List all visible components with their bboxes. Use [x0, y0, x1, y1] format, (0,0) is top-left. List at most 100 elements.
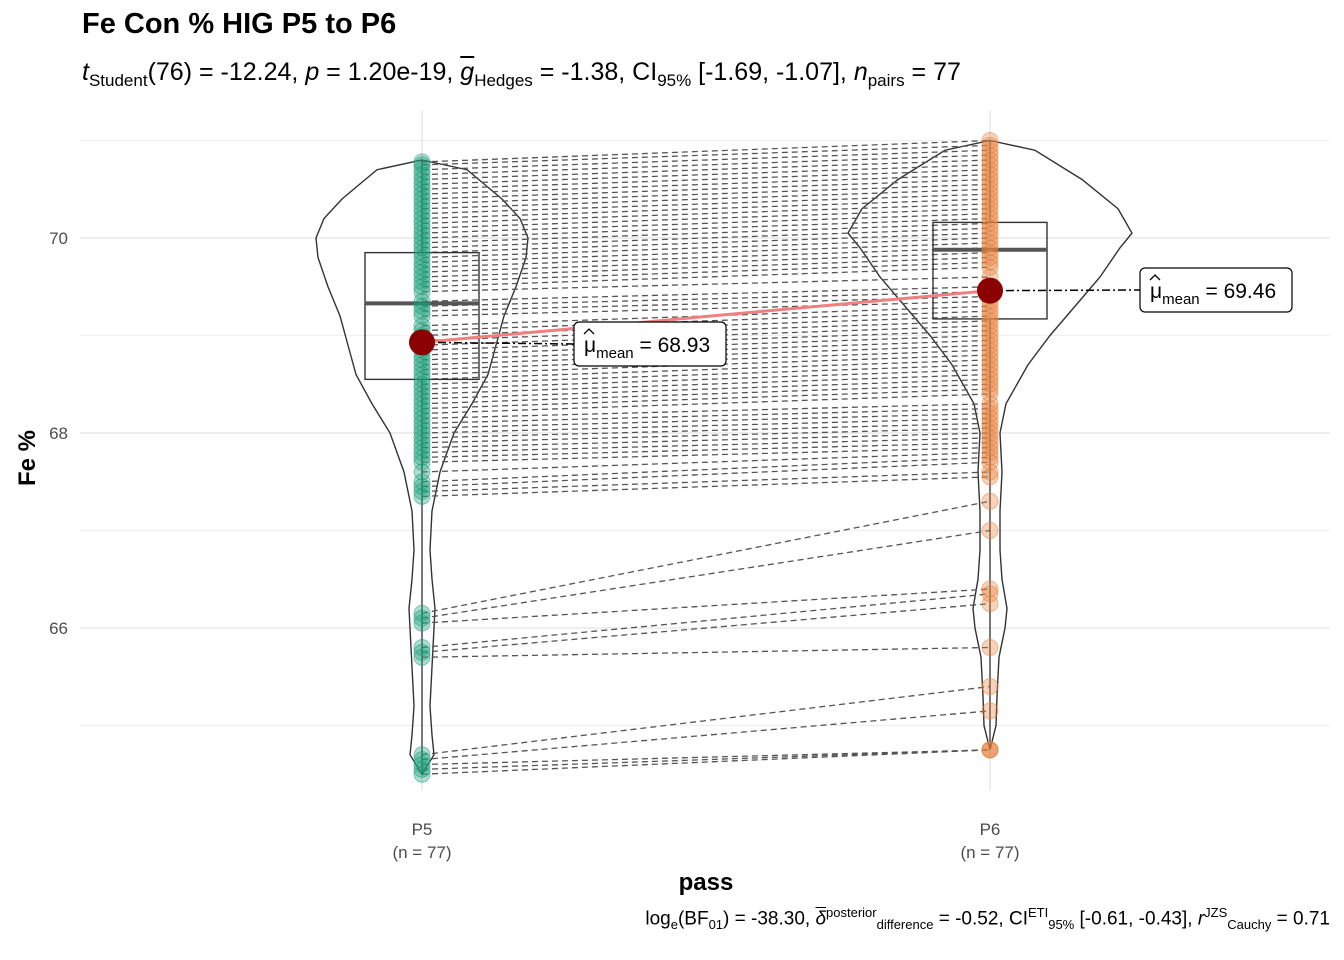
point-P6 — [981, 132, 999, 149]
point-P6 — [981, 595, 999, 613]
paired-line — [421, 359, 991, 381]
point-P6 — [981, 678, 999, 695]
paired-line — [421, 407, 991, 424]
chart-subtitle: tStudent(76) = -12.24, p = 1.20e-19, gHe… — [82, 58, 961, 91]
paired-line — [421, 149, 991, 171]
paired-line — [421, 164, 991, 186]
point-P5 — [413, 166, 431, 184]
point-P6 — [981, 400, 999, 418]
point-P5 — [413, 219, 431, 237]
point-P5 — [413, 648, 431, 666]
paired-line — [421, 403, 991, 420]
point-P5 — [413, 414, 431, 432]
paired-line — [421, 251, 991, 273]
log-subscript: e — [670, 917, 678, 933]
paired-line — [421, 232, 991, 254]
paired-line — [421, 266, 991, 288]
point-P6 — [981, 492, 999, 510]
paired-line — [421, 256, 991, 278]
paired-line — [421, 300, 991, 317]
point-P5 — [413, 156, 431, 174]
point-P5 — [413, 361, 431, 379]
point-P6 — [981, 346, 999, 364]
r-symbol: r — [1197, 908, 1205, 930]
paired-line — [421, 412, 991, 429]
point-P6 — [981, 214, 999, 232]
point-P5 — [413, 366, 431, 383]
point-P6 — [981, 195, 999, 213]
point-P5 — [413, 234, 431, 252]
mean-label-text: μmean = 68.93 — [584, 334, 710, 362]
point-P6 — [981, 375, 999, 393]
point-P6 — [981, 151, 999, 169]
point-P5 — [413, 171, 431, 188]
point-P6 — [981, 580, 999, 598]
paired-line — [421, 422, 991, 439]
point-P6 — [981, 639, 999, 656]
paired-line — [421, 193, 991, 215]
point-P5 — [413, 760, 431, 778]
paired-line — [421, 749, 991, 775]
point-P5 — [413, 429, 431, 447]
mean-label-box — [573, 321, 727, 367]
point-P5 — [413, 604, 431, 622]
point-P6 — [981, 180, 999, 198]
paired-line — [421, 139, 991, 163]
point-P5 — [413, 444, 431, 461]
point-P5 — [413, 639, 431, 656]
x-axis-ticks: P5 (n = 77) P6 (n = 77) — [392, 820, 1019, 862]
delta-symbol: δ — [815, 908, 827, 930]
point-P5 — [413, 756, 431, 773]
point-P6 — [981, 156, 999, 174]
point-P5 — [413, 195, 431, 213]
paired-line — [421, 290, 991, 307]
point-P5 — [413, 239, 431, 257]
point-P6 — [981, 409, 999, 427]
mean-hat-icon — [1149, 274, 1161, 281]
paired-line — [421, 178, 991, 200]
paired-line — [421, 276, 991, 293]
point-P5 — [413, 249, 431, 266]
point-P5 — [413, 356, 431, 374]
point-P5 — [413, 307, 431, 325]
point-P6 — [981, 166, 999, 184]
point-P5 — [413, 292, 431, 310]
ci-value-caption: [-0.61, -0.43], — [1074, 908, 1198, 930]
point-P5 — [413, 185, 431, 203]
point-P6 — [981, 185, 999, 203]
point-P5 — [413, 258, 431, 276]
delta-value-text: = -0.52, CI — [933, 908, 1028, 930]
point-P5 — [413, 409, 431, 427]
paired-line — [421, 203, 991, 225]
paired-line — [421, 144, 991, 166]
point-P6 — [981, 468, 999, 486]
paired-line — [421, 183, 991, 205]
delta-superscript: posterior — [826, 905, 877, 920]
point-P5 — [413, 278, 431, 296]
point-P5 — [413, 419, 431, 437]
point-P5 — [413, 210, 431, 227]
paired-line — [421, 437, 991, 454]
point-P6 — [981, 171, 999, 188]
point-P6 — [981, 439, 999, 457]
paired-line — [421, 217, 991, 239]
point-P6 — [981, 327, 999, 344]
paired-line — [421, 476, 991, 498]
point-P6 — [981, 307, 999, 325]
point-P6 — [981, 414, 999, 432]
data-points — [413, 132, 999, 783]
paired-line — [421, 383, 991, 405]
point-P5 — [413, 434, 431, 452]
point-P6 — [981, 229, 999, 247]
point-P5 — [413, 297, 431, 315]
x-tick-n-label: (n = 77) — [960, 843, 1019, 862]
paired-line — [421, 212, 991, 234]
mean-label-leader — [989, 289, 1141, 292]
point-P5 — [413, 283, 431, 301]
point-P6 — [981, 453, 999, 471]
y-tick-label: 68 — [49, 424, 68, 443]
paired-line — [421, 364, 991, 385]
point-P5 — [413, 302, 431, 320]
paired-line — [421, 417, 991, 434]
point-P6 — [981, 249, 999, 266]
